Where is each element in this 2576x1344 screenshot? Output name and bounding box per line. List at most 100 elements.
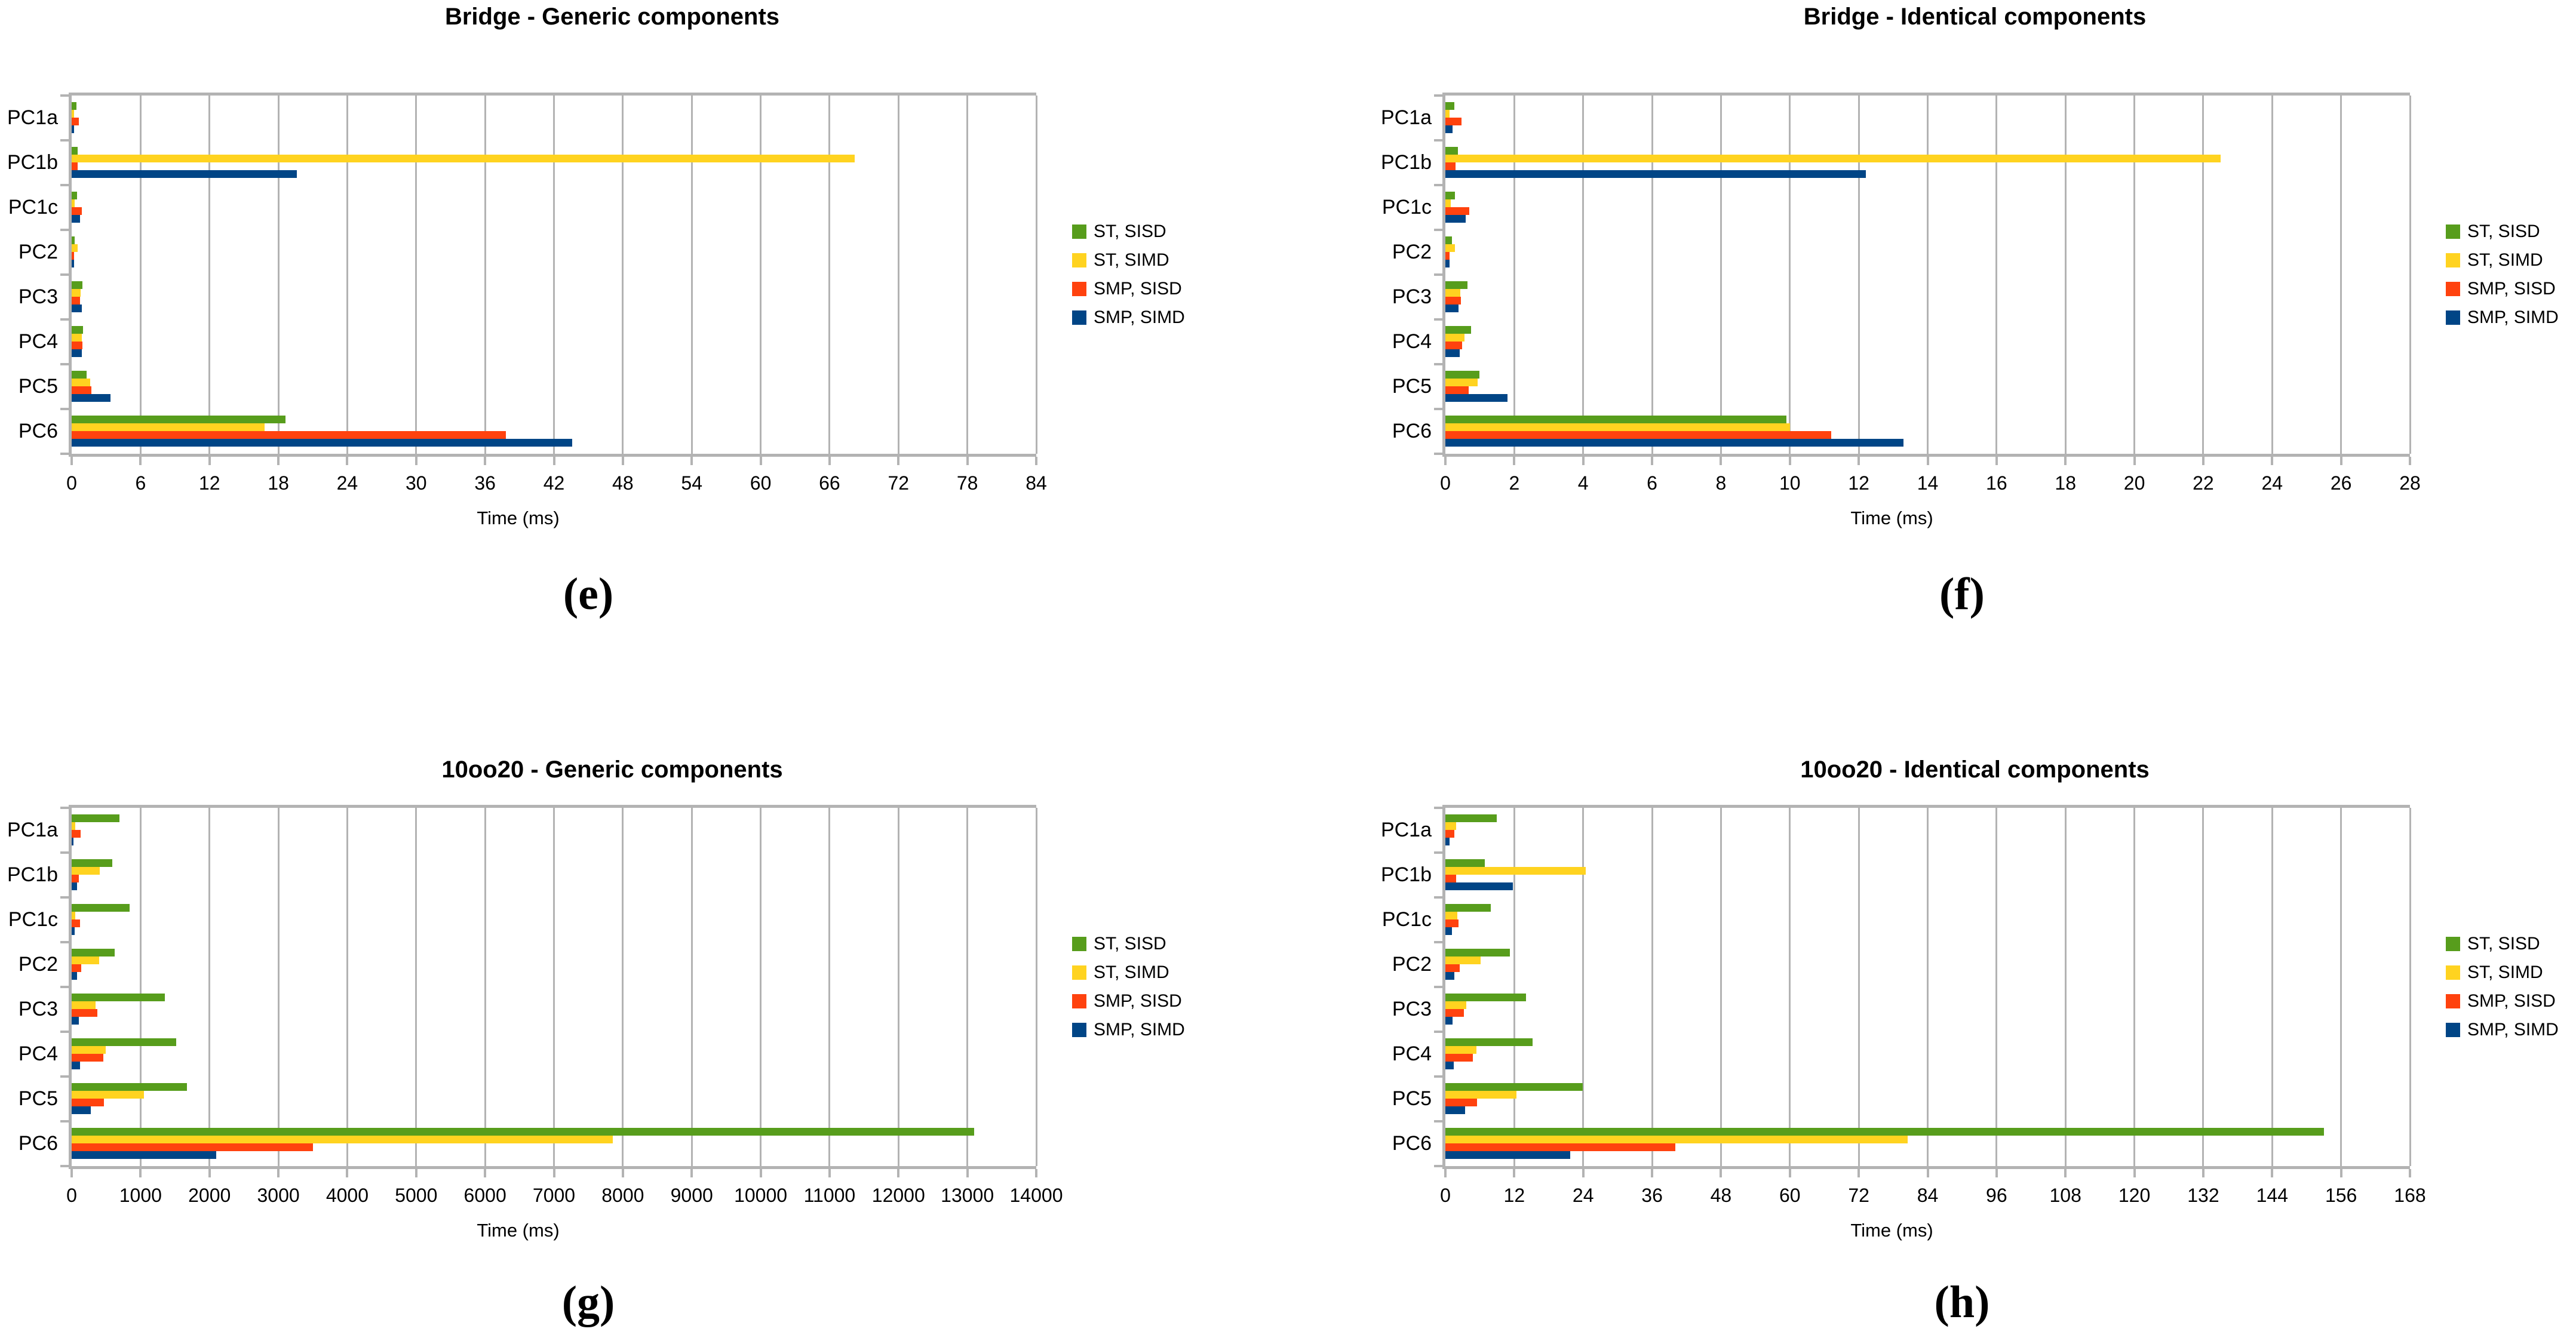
gridline	[828, 96, 831, 454]
y-axis-label-pc1b: PC1b	[7, 151, 58, 174]
x-tick-label: 144	[2256, 1185, 2288, 1206]
bar-st-simd-pc5	[1445, 1091, 1517, 1099]
y-tick-mark	[60, 1120, 69, 1122]
bar-smp-sisd-pc1c	[1445, 207, 1470, 215]
gridline	[346, 808, 348, 1166]
legend-color-chip-smp-sisd	[1072, 282, 1086, 296]
x-tick-label: 60	[1779, 1185, 1801, 1206]
x-tick-label: 156	[2325, 1185, 2357, 1206]
legend-label: ST, SIMD	[2467, 962, 2543, 982]
bar-group-pc1b	[1445, 140, 2410, 185]
bar-smp-simd-pc1b	[72, 170, 297, 178]
bar-smp-sisd-pc2	[72, 964, 82, 972]
x-tick-label: 24	[336, 472, 358, 494]
legend-label: SMP, SIMD	[2467, 1020, 2559, 1039]
chart-title: 10oo20 - Identical components	[1800, 756, 2150, 783]
bar-smp-sisd-pc1b	[72, 875, 79, 882]
x-tick-label: 36	[474, 472, 496, 494]
legend-item-smp-simd: SMP, SIMD	[1072, 1020, 1185, 1040]
y-axis-label-pc1a: PC1a	[7, 106, 58, 129]
gridline	[2340, 96, 2342, 454]
bar-smp-simd-pc1a	[72, 125, 74, 133]
gridline	[1995, 808, 1998, 1166]
x-tick-label: 2	[1509, 472, 1520, 494]
gridline	[346, 96, 348, 454]
bar-smp-simd-pc4	[72, 1062, 80, 1069]
bar-st-sisd-pc3	[1445, 281, 1467, 289]
x-tick-mark	[1857, 457, 1860, 465]
x-tick-mark	[2064, 1169, 2067, 1177]
y-axis-label-pc3: PC3	[18, 998, 58, 1020]
plot-area	[1434, 93, 2411, 465]
bar-smp-sisd-pc1b	[72, 162, 78, 170]
bar-smp-simd-pc4	[1445, 349, 1460, 357]
y-axis-labels: PC1a PC1b PC1c PC2 PC3 PC4 PC5 PC6	[0, 808, 58, 1166]
y-axis-label-pc4: PC4	[1392, 1042, 1432, 1065]
x-tick-label: 12000	[871, 1185, 925, 1206]
bar-smp-simd-pc5	[72, 1106, 91, 1114]
x-tick-label: 2000	[188, 1185, 231, 1206]
bar-group-pc1a	[1445, 808, 2410, 853]
legend-color-chip-smp-simd	[2446, 310, 2460, 325]
x-tick-label: 6	[1647, 472, 1657, 494]
legend-item-st-sisd: ST, SISD	[1072, 222, 1185, 242]
legend-color-chip-smp-sisd	[1072, 994, 1086, 1008]
x-tick-mark	[2271, 1169, 2274, 1177]
legend-label: ST, SIMD	[1094, 250, 1169, 270]
bar-st-sisd-pc6	[72, 1128, 975, 1136]
x-tick-mark	[1513, 1169, 1516, 1177]
x-tick-labels: 0 2 4 6 8 10 12 14 16 18 20 22 24 26 28	[1440, 470, 2421, 496]
x-tick-label: 18	[2055, 472, 2076, 494]
legend-item-st-simd: ST, SIMD	[2446, 250, 2559, 270]
y-tick-mark	[60, 986, 69, 988]
legend-label: ST, SIMD	[1094, 962, 1169, 982]
bar-st-sisd-pc1c	[1445, 904, 1491, 912]
y-tick-mark	[60, 139, 69, 142]
y-axis-label-pc2: PC2	[1392, 953, 1432, 976]
bar-group-pc4	[1445, 319, 2410, 364]
bar-st-simd-pc2	[1445, 244, 1455, 252]
legend-label: ST, SISD	[1094, 934, 1166, 954]
bar-smp-sisd-pc3	[72, 297, 81, 305]
x-tick-label: 6	[135, 472, 146, 494]
x-tick-mark	[2271, 457, 2274, 465]
y-tick-mark	[1434, 363, 1442, 365]
legend-item-smp-sisd: SMP, SISD	[1072, 279, 1185, 299]
bar-smp-sisd-pc5	[72, 386, 91, 394]
bar-group-pc3	[1445, 275, 2410, 319]
chart-bridge-generic: Bridge - Generic components PC1a PC1b PC1c P…	[0, 0, 1224, 657]
x-tick-mark	[897, 457, 900, 465]
gridline	[208, 808, 211, 1166]
gridline	[966, 96, 969, 454]
x-tick-mark	[1582, 457, 1585, 465]
x-axis-title: Time (ms)	[1850, 508, 1933, 528]
legend-color-chip-st-simd	[1072, 253, 1086, 267]
x-tick-label: 84	[1026, 472, 1047, 494]
bar-group-pc5	[1445, 364, 2410, 409]
bar-group-pc1a	[72, 96, 1036, 140]
x-axis-title: Time (ms)	[477, 508, 560, 528]
bar-st-simd-pc4	[1445, 334, 1465, 342]
gridline	[1857, 808, 1860, 1166]
gridline	[484, 808, 486, 1166]
legend-label: SMP, SISD	[2467, 991, 2556, 1011]
y-axis-label-pc6: PC6	[18, 420, 58, 442]
bar-smp-sisd-pc1b	[1445, 875, 1457, 882]
x-tick-mark	[621, 1169, 624, 1177]
bar-smp-sisd-pc1c	[72, 919, 80, 927]
x-tick-label: 8	[1715, 472, 1727, 494]
bar-smp-sisd-pc1a	[72, 830, 81, 838]
gridline	[2340, 808, 2342, 1166]
y-tick-mark	[1434, 453, 1442, 455]
bar-smp-simd-pc2	[1445, 972, 1455, 980]
legend-item-st-simd: ST, SIMD	[1072, 250, 1185, 270]
bar-st-simd-pc5	[1445, 379, 1478, 386]
x-tick-label: 120	[2118, 1185, 2151, 1206]
legend-color-chip-st-sisd	[2446, 937, 2460, 951]
x-tick-labels: 0 6 12 18 24 30 36 42 48 54 60 66 72 78 84	[66, 470, 1047, 496]
bar-st-sisd-pc3	[1445, 994, 1526, 1001]
x-tick-mark	[1926, 457, 1929, 465]
y-tick-mark	[60, 363, 69, 365]
y-axis-label-pc6: PC6	[1392, 420, 1432, 442]
bar-smp-simd-pc1b	[1445, 170, 1866, 178]
